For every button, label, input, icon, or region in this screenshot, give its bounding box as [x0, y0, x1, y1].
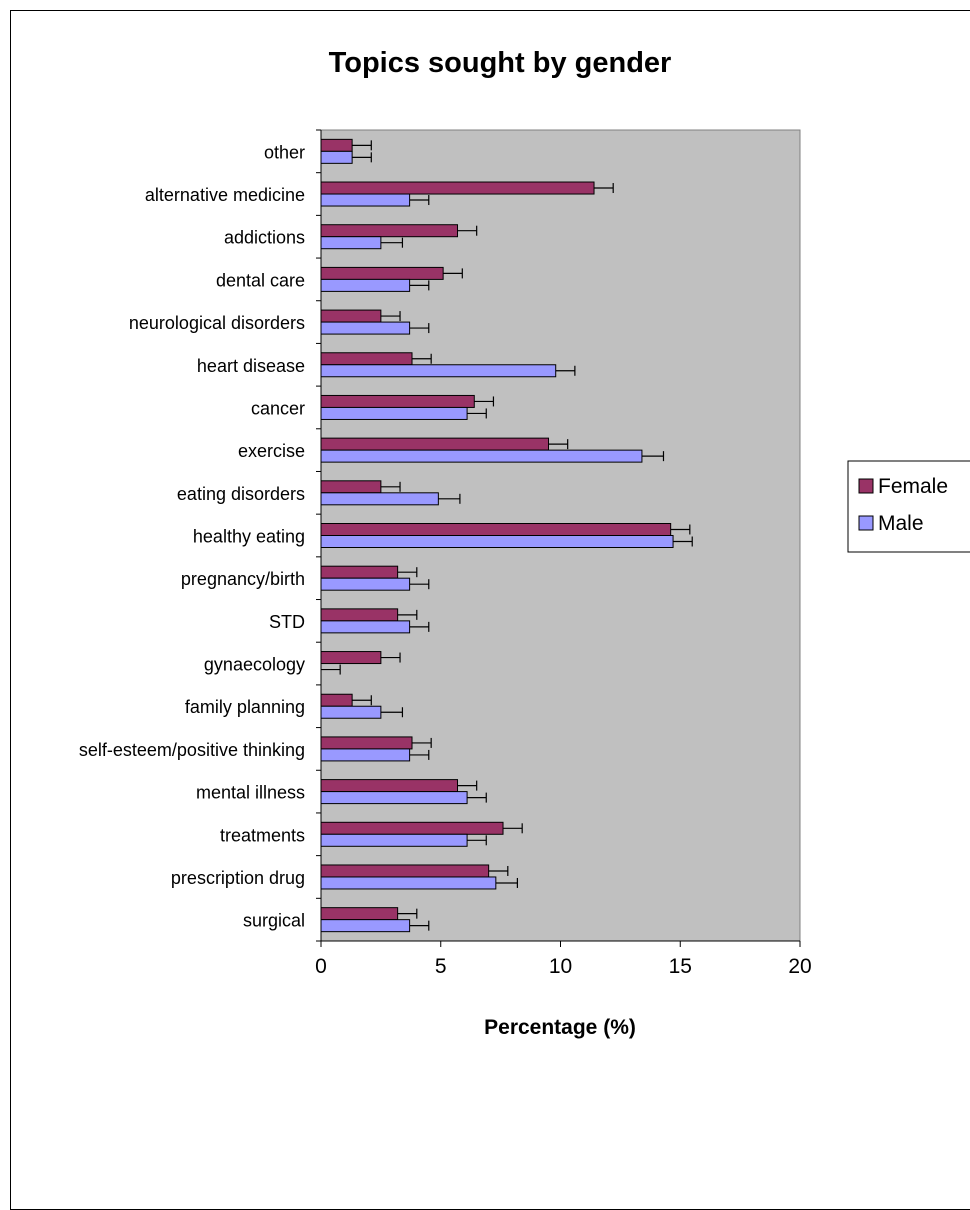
category-label: surgical: [243, 911, 305, 931]
category-label: other: [264, 142, 305, 162]
category-label: eating disorders: [177, 484, 305, 504]
bar-female: [320, 779, 459, 793]
x-tick-label: 10: [549, 955, 572, 978]
category-label: heart disease: [197, 356, 305, 376]
category-label: family planning: [185, 697, 305, 717]
bar-male: [320, 833, 468, 847]
category-label: addictions: [224, 228, 305, 248]
bar-male: [320, 577, 411, 591]
x-tick-label: 5: [435, 955, 447, 978]
bar-male: [320, 492, 439, 506]
bar-female: [320, 907, 399, 921]
bar-female: [320, 181, 595, 195]
x-axis-label: Percentage (%): [484, 1016, 636, 1039]
category-label: pregnancy/birth: [181, 569, 305, 589]
legend-swatch-female: [858, 478, 874, 494]
bar-male: [320, 791, 468, 805]
bar-male: [320, 620, 411, 634]
category-label: mental illness: [196, 783, 305, 803]
bar-male: [320, 236, 382, 250]
bar-female: [320, 565, 399, 579]
bar-male: [320, 193, 411, 207]
category-label: self-esteem/positive thinking: [79, 740, 305, 760]
bar-male: [320, 150, 353, 164]
bars-group: [320, 138, 674, 933]
bar-female: [320, 523, 672, 536]
legend-label-female: Female: [878, 475, 948, 498]
legend: Female Male: [847, 460, 970, 553]
bar-female: [320, 651, 382, 665]
legend-label-male: Male: [878, 512, 924, 535]
bar-female: [320, 736, 413, 750]
category-label: cancer: [251, 398, 305, 418]
bar-male: [320, 919, 411, 933]
category-labels: other alternative medicine addictions denta…: [79, 129, 321, 942]
bar-female: [320, 138, 353, 152]
bar-male: [320, 406, 468, 420]
bar-male: [320, 876, 497, 890]
bar-female: [320, 437, 550, 451]
category-label: neurological disorders: [129, 313, 305, 333]
category-label: treatments: [220, 825, 305, 845]
legend-swatch-male: [858, 515, 874, 531]
legend-box: [847, 460, 970, 553]
bar-male: [320, 748, 411, 762]
bar-male: [320, 705, 382, 719]
bar-female: [320, 266, 444, 280]
category-label: exercise: [238, 441, 305, 461]
x-axis: 0 5 10 15 20: [315, 940, 812, 978]
error-bars-group: [321, 140, 693, 931]
x-tick-label: 0: [315, 955, 327, 978]
bar-female: [320, 480, 382, 494]
bar-female: [320, 224, 459, 238]
x-tick-label: 15: [669, 955, 692, 978]
bar-male: [320, 278, 411, 292]
bar-female: [320, 309, 382, 323]
bar-male: [320, 449, 643, 463]
bar-female: [320, 693, 353, 707]
bar-female: [320, 352, 413, 366]
category-label: STD: [269, 612, 305, 632]
bar-female: [320, 864, 490, 878]
category-label: prescription drug: [171, 868, 305, 888]
chart-title: Topics sought by gender: [329, 47, 672, 79]
category-label: dental care: [216, 270, 305, 290]
x-tick-label: 20: [788, 955, 811, 978]
bar-male: [320, 321, 411, 335]
bar-female: [320, 608, 399, 622]
bar-female: [320, 821, 504, 835]
bar-male: [320, 364, 557, 378]
chart: Topics sought by gender other alternative…: [79, 47, 970, 1039]
category-label: gynaecology: [204, 655, 305, 675]
category-label: alternative medicine: [145, 185, 305, 205]
bar-male: [320, 535, 674, 548]
category-label: healthy eating: [193, 527, 305, 547]
bar-female: [320, 394, 475, 408]
